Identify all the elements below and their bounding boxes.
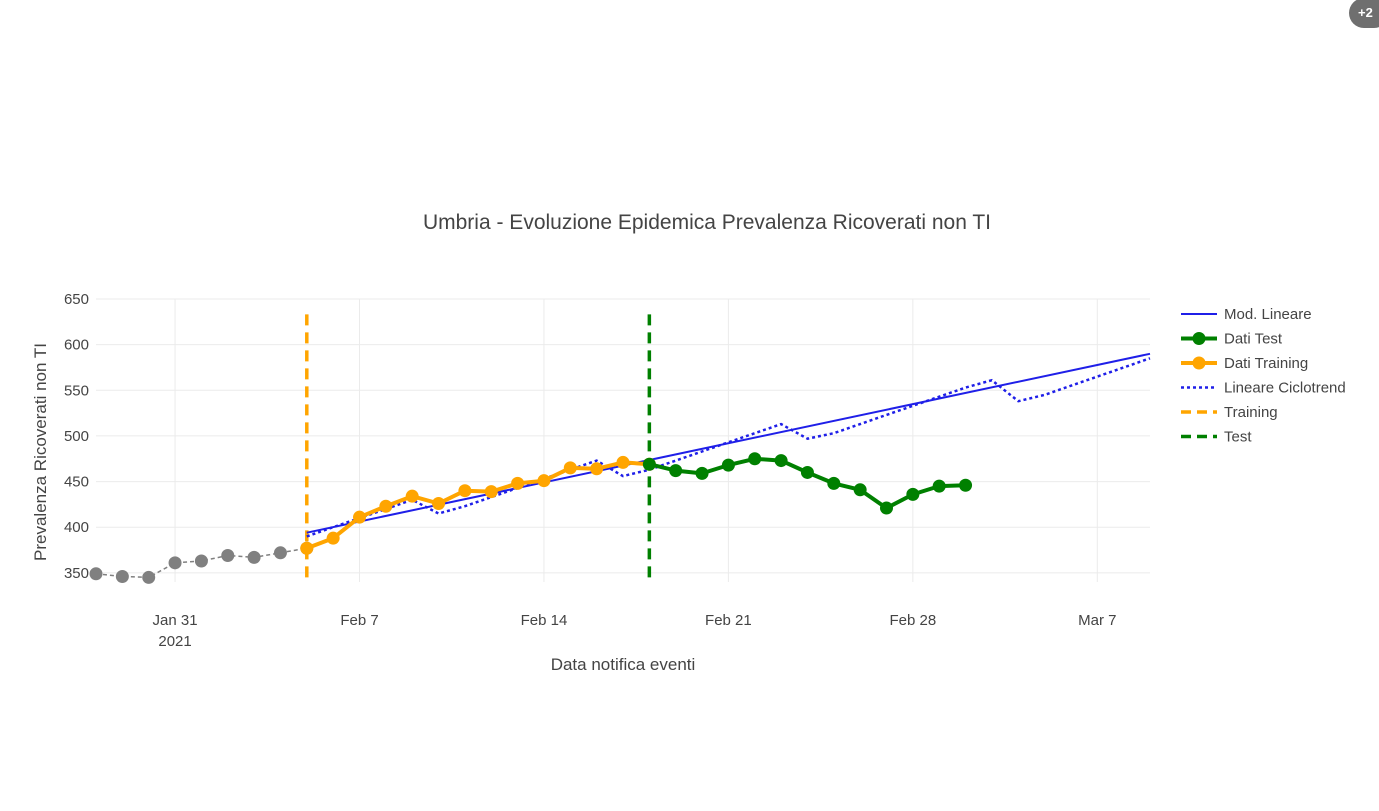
- context-series-point: [247, 550, 261, 564]
- legend-marker: [1192, 356, 1206, 370]
- dati-test-point: [669, 464, 683, 478]
- legend-marker: [1192, 332, 1206, 345]
- legend-item: Test: [1181, 429, 1252, 446]
- dati-training-point: [326, 531, 340, 545]
- x-tick-sublabel: 2021: [158, 633, 191, 650]
- dati-training-point: [300, 541, 314, 555]
- y-tick-label: 650: [64, 291, 89, 308]
- context-series-line: [95, 547, 307, 579]
- x-axis-title: Data notifica eventi: [551, 655, 696, 674]
- legend-label: Mod. Lineare: [1224, 306, 1312, 323]
- x-tick-label: Feb 28: [889, 612, 936, 629]
- legend-item: Mod. Lineare: [1181, 306, 1312, 323]
- context-series-point: [115, 570, 129, 584]
- dati-test-point: [932, 479, 946, 493]
- dati-test-point: [642, 457, 656, 471]
- x-tick-label: Feb 7: [340, 612, 378, 629]
- x-tick-label: Feb 21: [705, 612, 752, 629]
- y-tick-label: 400: [64, 519, 89, 536]
- y-tick-label: 550: [64, 382, 89, 399]
- legend-item: Dati Training: [1181, 355, 1308, 372]
- dati-test-point: [748, 452, 762, 466]
- dati-training-point: [511, 476, 525, 490]
- y-tick-label: 450: [64, 474, 89, 491]
- y-tick-label: 600: [64, 337, 89, 354]
- dati-test-point: [906, 487, 920, 501]
- notification-badge[interactable]: +2: [1349, 0, 1379, 28]
- dati-training-point: [379, 499, 393, 513]
- x-tick-label: Mar 7: [1078, 612, 1116, 629]
- context-series-point: [221, 549, 235, 563]
- dati-training-point: [432, 496, 446, 510]
- mod-lineare-line: [306, 352, 1151, 534]
- legend-label: Dati Test: [1224, 331, 1283, 348]
- dati-test-point: [827, 476, 841, 490]
- legend: Mod. Lineare Dati Test Dati Training Linear…: [1181, 306, 1346, 446]
- grid: [96, 298, 1150, 582]
- x-tick-label: Jan 31: [153, 612, 198, 629]
- legend-label: Training: [1224, 404, 1278, 421]
- dati-training-point: [537, 474, 551, 488]
- dati-test-point: [880, 501, 893, 515]
- y-axis: 350 400 450 500 550 600 650: [64, 291, 89, 582]
- dati-test-point: [800, 465, 814, 479]
- dati-test-point: [959, 478, 973, 492]
- dati-training-point: [405, 489, 419, 503]
- context-series-point: [142, 570, 156, 584]
- series-layer: [89, 308, 1151, 584]
- legend-item: Training: [1181, 404, 1278, 421]
- x-tick-label: Feb 14: [521, 612, 568, 629]
- dati-training-line: [306, 460, 650, 551]
- dati-test-point: [695, 466, 709, 480]
- y-tick-label: 500: [64, 428, 89, 445]
- dati-training-point: [616, 455, 630, 469]
- dati-test-point: [774, 454, 788, 468]
- context-series-point: [273, 546, 287, 560]
- dati-training-point: [590, 462, 604, 476]
- y-axis-title: Prevalenza Ricoverati non TI: [31, 343, 50, 561]
- legend-item: Lineare Ciclotrend: [1181, 380, 1346, 397]
- dati-training-point: [353, 510, 366, 524]
- dati-test-point: [721, 458, 735, 472]
- y-tick-label: 350: [64, 565, 89, 582]
- legend-item: Dati Test: [1181, 331, 1283, 348]
- dati-training-point: [563, 461, 577, 475]
- legend-label: Lineare Ciclotrend: [1224, 380, 1346, 397]
- lineare-ciclotrend-line: [306, 357, 1151, 538]
- context-series-point: [89, 567, 103, 581]
- x-axis: Jan 31 2021 Feb 7 Feb 14 Feb 21 Feb 28 Mar 7: [153, 612, 1117, 650]
- dati-training-point: [484, 485, 498, 499]
- context-series-point: [194, 554, 208, 568]
- legend-label: Test: [1224, 429, 1252, 446]
- dati-test-point: [853, 483, 867, 497]
- legend-label: Dati Training: [1224, 355, 1308, 372]
- context-series-point: [168, 556, 182, 570]
- chart-title: Umbria - Evoluzione Epidemica Prevalenza…: [423, 211, 991, 234]
- dati-training-point: [458, 484, 472, 498]
